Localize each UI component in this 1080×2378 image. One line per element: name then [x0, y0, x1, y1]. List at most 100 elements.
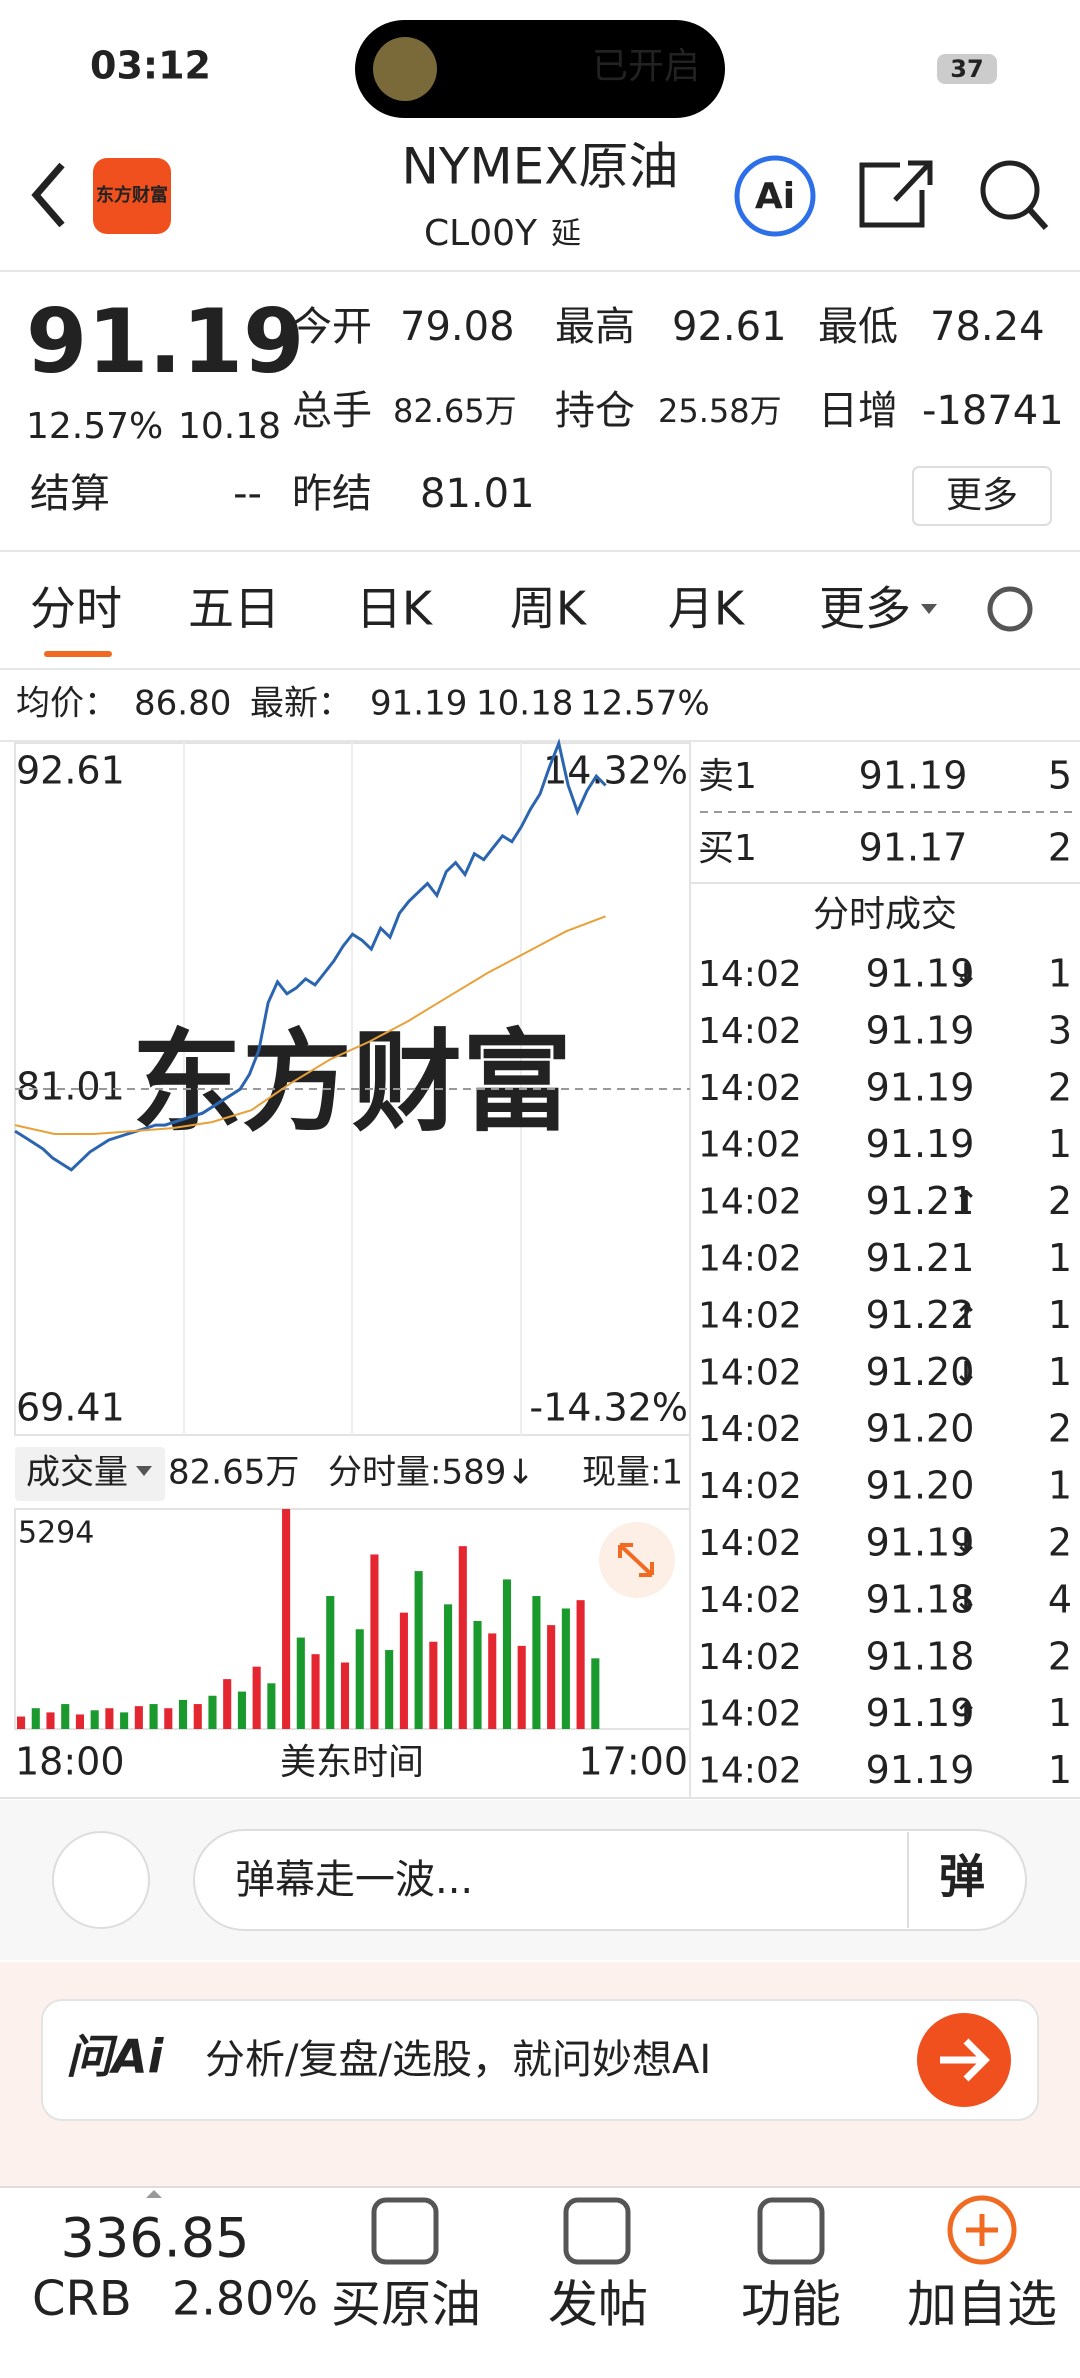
volume-bar	[355, 1629, 364, 1729]
nav-icon	[371, 2197, 439, 2265]
trade-qty: 3	[1048, 1008, 1072, 1052]
search-button[interactable]	[980, 160, 1040, 220]
trade-direction: ↓	[953, 1356, 978, 1391]
danmaku-button[interactable]: 弹	[939, 1850, 985, 1904]
comment-input[interactable]	[193, 1829, 1027, 1931]
trade-time: 14:02	[698, 1523, 802, 1564]
trade-price: 91.19	[866, 1748, 975, 1792]
more-button-label[interactable]: 更多	[946, 475, 1018, 516]
volume-bar	[252, 1666, 261, 1729]
last-label: 最新：	[250, 684, 352, 724]
trade-time: 14:02	[698, 1751, 802, 1792]
volume-dropdown[interactable]	[15, 1447, 165, 1501]
trade-direction: ↑	[953, 1697, 978, 1732]
trade-qty: 2	[1048, 1634, 1072, 1678]
trade-qty: 1	[1048, 1691, 1072, 1735]
volume-bar	[31, 1708, 40, 1729]
order-qty: 2	[1048, 826, 1072, 870]
volume-bar	[134, 1706, 143, 1729]
trade-time: 14:02	[698, 1637, 802, 1678]
share-button[interactable]	[859, 160, 933, 228]
trade-qty: 1	[1048, 952, 1072, 996]
volume-bar	[473, 1620, 482, 1729]
trade-direction: ↓	[953, 1527, 978, 1562]
nav-icon	[947, 2195, 1017, 2265]
volume-bar	[532, 1596, 541, 1729]
delay-tag: 延	[551, 217, 581, 252]
tab-underline	[44, 651, 112, 657]
field-value: 79.08	[400, 304, 515, 350]
trade-qty: 4	[1048, 1577, 1072, 1621]
x-tick-label: 17:00	[578, 1740, 688, 1784]
field-label: 总手	[292, 388, 372, 434]
trade-price: 91.19	[866, 1122, 975, 1166]
volume-bar	[326, 1596, 335, 1729]
field-label: 最低	[818, 304, 898, 350]
volume-bar	[591, 1658, 600, 1729]
trade-qty: 1	[1048, 1464, 1072, 1508]
order-price: 91.19	[859, 754, 968, 798]
nav-item[interactable]: 功能	[741, 2276, 841, 2334]
nav-item[interactable]: 加自选	[907, 2276, 1057, 2334]
nav-item[interactable]: 发帖	[548, 2276, 648, 2334]
nav-item[interactable]: 买原油	[331, 2276, 481, 2334]
ai-button[interactable]	[734, 155, 816, 237]
field-value: 82.65万	[393, 392, 517, 430]
trades-title: 分时成交	[813, 894, 957, 935]
trade-qty: 2	[1048, 1407, 1072, 1451]
tab[interactable]: 周K	[510, 582, 588, 636]
battery-icon	[937, 54, 997, 84]
volume-bar	[61, 1704, 70, 1729]
volume-bar	[223, 1679, 232, 1729]
arrow-icon	[940, 2038, 990, 2082]
trade-direction: ↓	[953, 958, 978, 993]
order-qty: 5	[1048, 754, 1072, 798]
field-value: --	[233, 471, 262, 517]
search-handle	[1027, 208, 1049, 230]
battery-level: 37	[950, 55, 983, 83]
trade-price: 91.21	[866, 1179, 975, 1223]
ai-label: Ai	[755, 176, 795, 217]
trade-time: 14:02	[698, 1182, 802, 1223]
island-status: 已开启	[592, 46, 700, 87]
volume-total: 82.65万	[168, 1453, 299, 1493]
volume-bar	[164, 1708, 173, 1729]
period-volume: 分时量:589↓	[328, 1453, 535, 1493]
price-line	[14, 738, 607, 1172]
tab[interactable]: 分时	[30, 582, 122, 636]
tab[interactable]: 五日	[188, 582, 280, 636]
field-value: 78.24	[930, 304, 1045, 350]
dynamic-island	[355, 20, 725, 118]
more-button[interactable]	[912, 466, 1052, 526]
tab[interactable]: 月K	[668, 582, 746, 636]
trade-qty: 1	[1048, 1350, 1072, 1394]
volume-bar	[178, 1699, 188, 1729]
volume-bar	[296, 1637, 305, 1729]
flashlight-icon	[373, 37, 437, 101]
comment-icon[interactable]	[52, 1831, 150, 1929]
tab[interactable]: 更多	[819, 582, 911, 636]
volume-bar	[193, 1704, 202, 1729]
order-price: 91.17	[859, 826, 968, 870]
trade-price: 91.18	[866, 1577, 975, 1621]
ai-input[interactable]	[41, 1999, 1039, 2121]
trade-time: 14:02	[698, 1125, 802, 1166]
x-tick-label: 18:00	[15, 1740, 125, 1784]
volume-bar	[267, 1683, 276, 1729]
trade-price: 91.18	[866, 1634, 975, 1678]
trade-time: 14:02	[698, 1352, 802, 1393]
volume-bar	[502, 1579, 512, 1729]
ai-prompt: 分析/复盘/选股，就问妙想AI	[205, 2037, 711, 2083]
volume-bar	[208, 1695, 217, 1729]
back-button[interactable]	[31, 162, 65, 228]
volume-bar	[340, 1662, 350, 1729]
settings-button[interactable]	[987, 586, 1033, 632]
volume-bar	[75, 1714, 84, 1729]
current-volume: 现量:1	[582, 1453, 683, 1493]
trade-price: 91.22	[866, 1293, 975, 1337]
index-name: CRB	[32, 2271, 132, 2327]
volume-bar	[517, 1645, 526, 1729]
tab[interactable]: 日K	[356, 582, 434, 636]
volume-bar	[370, 1554, 379, 1729]
